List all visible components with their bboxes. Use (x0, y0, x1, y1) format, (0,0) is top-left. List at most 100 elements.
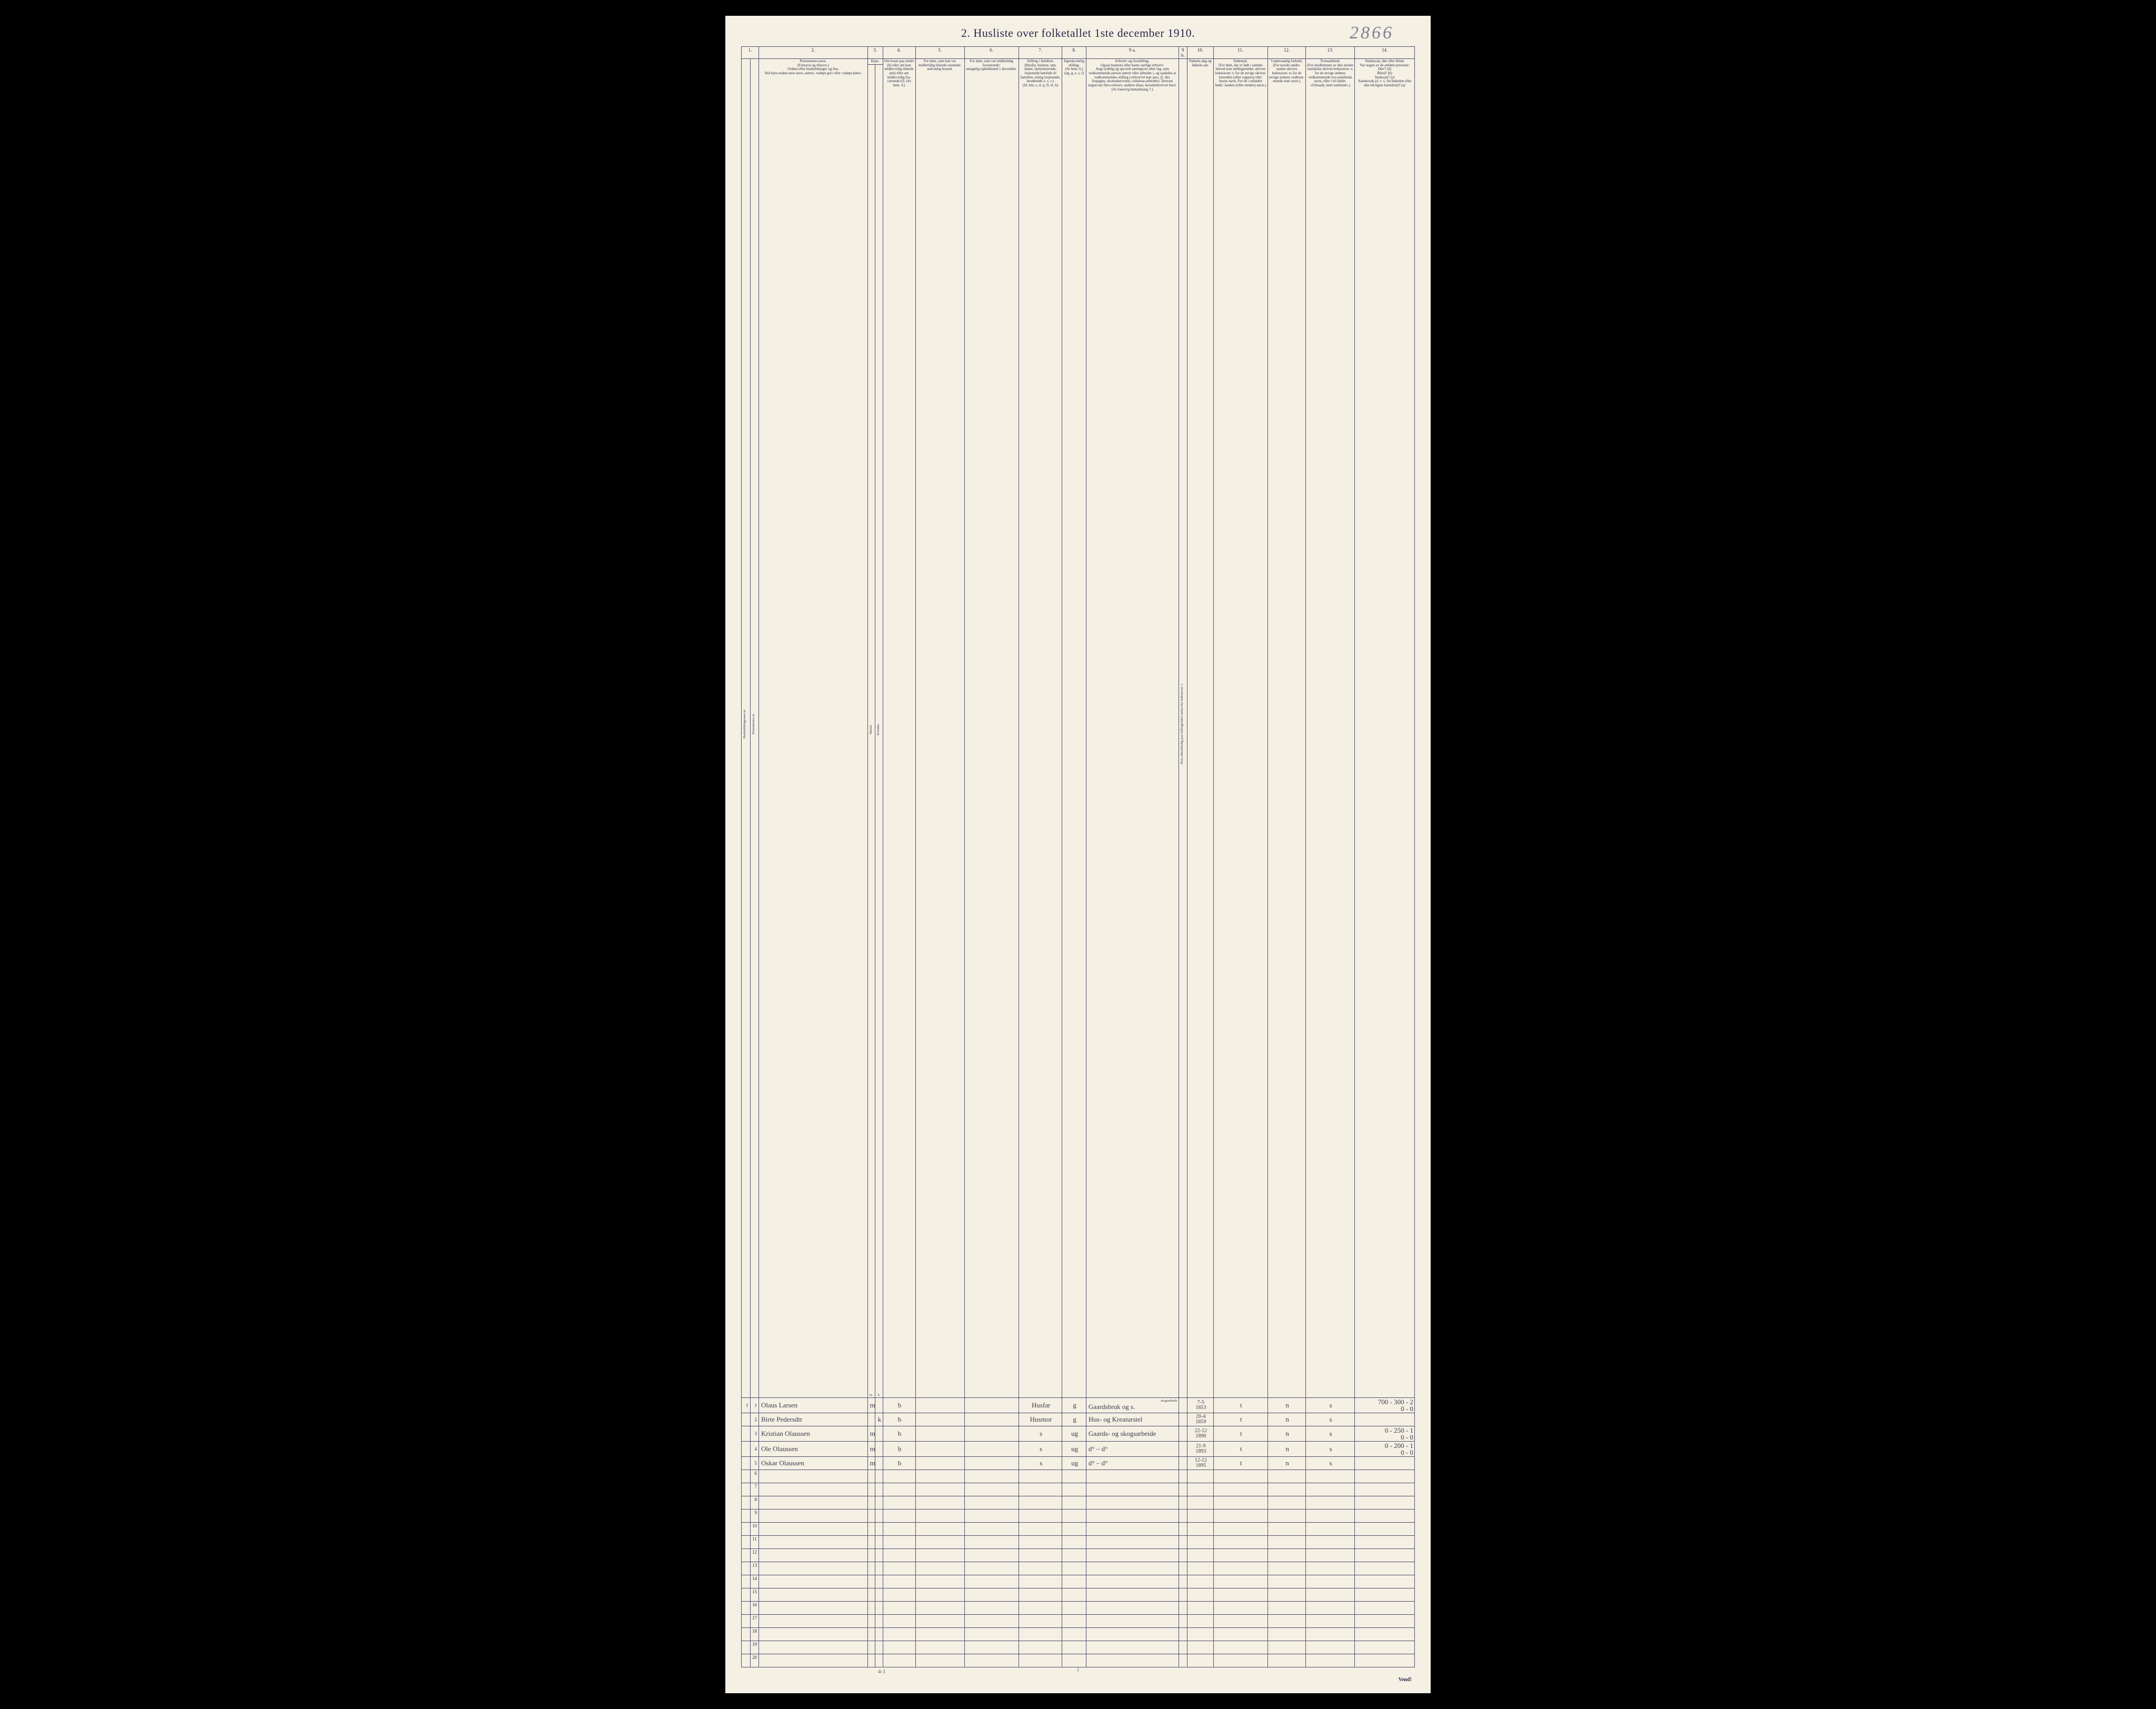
cell-empty (915, 1470, 964, 1483)
cell-empty (915, 1509, 964, 1522)
table-row-empty: 12 (742, 1548, 1415, 1562)
cell-pn: 13 (750, 1562, 759, 1575)
cell-empty (867, 1601, 875, 1614)
cell-empty (1062, 1627, 1086, 1641)
cell-empty (1062, 1575, 1086, 1588)
table-row: 11Olaus LarsenmbHusfargskogsarbeideGaard… (742, 1397, 1415, 1413)
cell-empty (1306, 1470, 1355, 1483)
cell-empty (1086, 1627, 1179, 1641)
cell-familien: Husfar (1019, 1397, 1062, 1413)
cell-empty (964, 1627, 1019, 1641)
cell-erhverv: Gaards- og skogsarbeide (1086, 1426, 1179, 1441)
cell-tros: s (1306, 1426, 1355, 1441)
cell-pn: 20 (750, 1654, 759, 1667)
cell-empty (1187, 1614, 1214, 1627)
cell-c9b (1179, 1413, 1187, 1426)
cell-empty (1187, 1509, 1214, 1522)
cell-fodested: t (1213, 1413, 1267, 1426)
cell-hh (742, 1509, 751, 1522)
cell-empty (1086, 1496, 1179, 1509)
cell-c14 (1355, 1456, 1415, 1470)
cell-empty (1267, 1627, 1305, 1641)
hdr-sex-k: Kvinder.k. (875, 64, 883, 1397)
cell-empty (1267, 1483, 1305, 1496)
cell-empty (883, 1509, 915, 1522)
cell-empty (1267, 1588, 1305, 1601)
cell-empty (1187, 1522, 1214, 1535)
cell-empty (915, 1627, 964, 1641)
cell-empty (1355, 1601, 1415, 1614)
cell-empty (1019, 1522, 1062, 1535)
cell-sex-k: k (875, 1413, 883, 1426)
cell-empty (1062, 1535, 1086, 1548)
cell-empty (964, 1483, 1019, 1496)
cell-empty (759, 1654, 868, 1667)
table-row-empty: 18 (742, 1627, 1415, 1641)
cell-empty (867, 1588, 875, 1601)
cell-pn: 10 (750, 1522, 759, 1535)
cell-empty (1086, 1470, 1179, 1483)
cell-fodsel: 7-5 1853 (1187, 1397, 1214, 1413)
hdr-num-6: 6. (964, 47, 1019, 59)
cell-empty (1019, 1496, 1062, 1509)
cell-empty (1019, 1562, 1062, 1575)
cell-empty (867, 1575, 875, 1588)
cell-empty (1267, 1614, 1305, 1627)
cell-empty (1019, 1548, 1062, 1562)
cell-sex-k (875, 1441, 883, 1456)
cell-empty (964, 1470, 1019, 1483)
cell-hh (742, 1522, 751, 1535)
cell-empty (1306, 1601, 1355, 1614)
cell-c5 (915, 1413, 964, 1426)
hdr-c8: Egteska-belig stilling. (Se bem. 6.) (ug… (1062, 59, 1086, 1398)
cell-sex-m (867, 1413, 875, 1426)
cell-empty (1306, 1654, 1355, 1667)
cell-undersaat: n (1267, 1456, 1305, 1470)
cell-empty (883, 1470, 915, 1483)
cell-empty (1267, 1509, 1305, 1522)
hdr-hh: Husholdningernes nr. (742, 59, 751, 1398)
cell-empty (759, 1627, 868, 1641)
cell-pn: 14 (750, 1575, 759, 1588)
cell-empty (875, 1575, 883, 1588)
cell-empty (964, 1575, 1019, 1588)
cell-empty (1019, 1470, 1062, 1483)
cell-sex-k (875, 1456, 883, 1470)
cell-empty (1355, 1575, 1415, 1588)
cell-empty (1213, 1470, 1267, 1483)
cell-fodested: t (1213, 1456, 1267, 1470)
cell-empty (1187, 1601, 1214, 1614)
hdr-c14: Sindssvak, døv eller blind. Var nogen av… (1355, 59, 1415, 1398)
cell-empty (1019, 1614, 1062, 1627)
cell-pn: 8 (750, 1496, 759, 1509)
cell-empty (915, 1496, 964, 1509)
cell-empty (759, 1548, 868, 1562)
cell-pn: 12 (750, 1548, 759, 1562)
cell-sex-m: m (867, 1426, 875, 1441)
cell-empty (915, 1641, 964, 1654)
cell-empty (1187, 1470, 1214, 1483)
cell-egt: ug (1062, 1441, 1086, 1456)
cell-empty (1179, 1522, 1187, 1535)
cell-fodsel: 22-12 1890 (1187, 1426, 1214, 1441)
cell-bosat: b (883, 1397, 915, 1413)
cell-empty (1187, 1483, 1214, 1496)
hdr-num-9b: 9 b. (1179, 47, 1187, 59)
cell-empty (759, 1641, 868, 1654)
cell-empty (883, 1575, 915, 1588)
cell-c14: 0 - 200 - 1 0 - 0 (1355, 1441, 1415, 1456)
cell-name: Kristian Olaussen (759, 1426, 868, 1441)
cell-egt: ug (1062, 1426, 1086, 1441)
cell-sex-k (875, 1426, 883, 1441)
cell-c6 (964, 1426, 1019, 1441)
cell-empty (964, 1535, 1019, 1548)
cell-hh (742, 1641, 751, 1654)
hdr-c9a: Erhverv og livsstilling. Ogsaa husmors e… (1086, 59, 1179, 1398)
cell-empty (1086, 1601, 1179, 1614)
hdr-num-13: 13. (1306, 47, 1355, 59)
cell-empty (1086, 1575, 1179, 1588)
cell-empty (964, 1548, 1019, 1562)
cell-empty (875, 1496, 883, 1509)
cell-tros: s (1306, 1456, 1355, 1470)
cell-empty (1019, 1641, 1062, 1654)
